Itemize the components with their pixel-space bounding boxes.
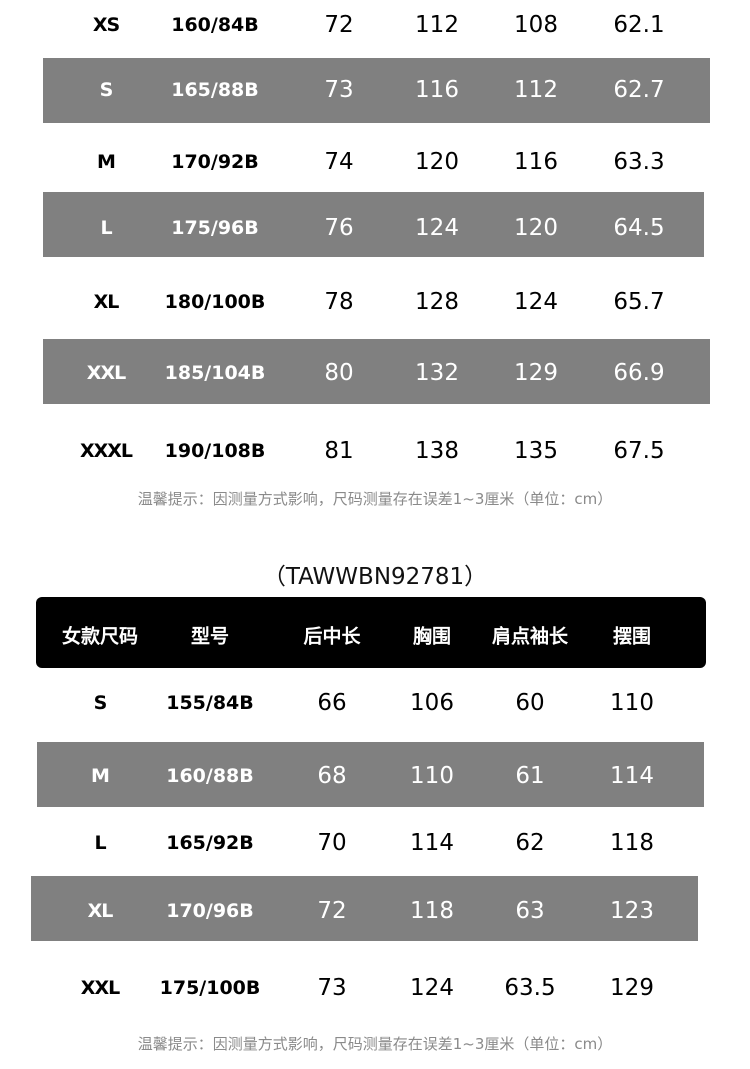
table-cell: 138 [415,438,459,464]
table-cell: 123 [610,898,654,924]
column-header: 胸围 [412,625,452,648]
table-cell: 66 [317,690,347,716]
striped-row-background [43,192,704,257]
table-cell: XXL [86,362,126,384]
table-cell: 80 [324,360,354,386]
table-cell: 118 [610,830,654,856]
table-cell: M [91,765,110,787]
table-cell: 112 [415,12,459,38]
table-cell: 73 [324,77,354,103]
table-cell: 112 [514,77,558,103]
table-cell: 81 [324,438,354,464]
table-cell: 124 [514,289,558,315]
table-cell: L [94,832,106,854]
table-cell: XXL [80,977,120,999]
table-cell: 124 [415,215,459,241]
table-cell: XS [92,14,120,36]
table-cell: 170/92B [171,151,259,173]
table-cell: 72 [324,12,354,38]
table-cell: 165/92B [166,832,254,854]
table-cell: 129 [514,360,558,386]
table-cell: 73 [317,975,347,1001]
striped-row-background [43,58,710,123]
table-cell: 74 [324,149,354,175]
table-cell: 106 [410,690,454,716]
table-cell: 175/100B [159,977,261,999]
table-cell: 124 [410,975,454,1001]
table-cell: 70 [317,830,347,856]
table-cell: 64.5 [613,215,665,241]
table-cell: S [93,692,108,714]
table-cell: 165/88B [171,79,259,101]
table-cell: 129 [610,975,654,1001]
table-cell: 116 [514,149,558,175]
column-header: 后中长 [303,625,361,648]
table-cell: 128 [415,289,459,315]
striped-row-background [31,876,698,941]
column-header: 女款尺码 [61,625,139,648]
table-cell: XL [93,291,120,313]
table-cell: 78 [324,289,354,315]
table-cell: 185/104B [164,362,266,384]
table-cell: 120 [514,215,558,241]
table-cell: 155/84B [166,692,254,714]
table-cell: 110 [410,763,454,789]
table-cell: 68 [317,763,347,789]
table-cell: 63 [515,898,545,924]
table-cell: XL [87,900,114,922]
table-cell: 114 [610,763,654,789]
table-cell: 66.9 [613,360,665,386]
table-cell: 135 [514,438,558,464]
table-cell: 175/96B [171,217,259,239]
table-cell: 160/88B [166,765,254,787]
table-cell: 132 [415,360,459,386]
table-cell: S [99,79,114,101]
table-cell: 72 [317,898,347,924]
table-cell: 76 [324,215,354,241]
table-cell: 180/100B [164,291,266,313]
table-cell: 65.7 [613,289,665,315]
table-cell: 110 [610,690,654,716]
table-cell: XXXL [79,440,133,462]
table-cell: M [97,151,116,173]
table-cell: 63.3 [613,149,665,175]
measurement-note-2: 温馨提示：因测量方式影响，尺码测量存在误差1~3厘米（单位：cm） [137,1035,613,1053]
table-cell: 118 [410,898,454,924]
table-cell: 116 [415,77,459,103]
table-cell: 62.1 [613,12,665,38]
table-cell: 120 [415,149,459,175]
table-cell: 61 [515,763,545,789]
column-header: 摆围 [612,625,652,648]
table-cell: 170/96B [166,900,254,922]
table-cell: L [100,217,112,239]
table-2-header [36,597,706,668]
table-cell: 62.7 [613,77,665,103]
column-header: 型号 [190,625,230,648]
table-cell: 190/108B [164,440,266,462]
product-code-title: （TAWWBN92781） [262,564,488,590]
table-cell: 62 [515,830,545,856]
table-cell: 67.5 [613,438,665,464]
table-cell: 63.5 [504,975,556,1001]
table-cell: 114 [410,830,454,856]
table-cell: 160/84B [171,14,259,36]
measurement-note-1: 温馨提示：因测量方式影响，尺码测量存在误差1~3厘米（单位：cm） [137,490,613,508]
striped-row-background [37,742,704,807]
striped-row-background [43,339,710,404]
table-cell: 60 [515,690,545,716]
column-header: 肩点袖长 [491,625,569,648]
table-cell: 108 [514,12,558,38]
